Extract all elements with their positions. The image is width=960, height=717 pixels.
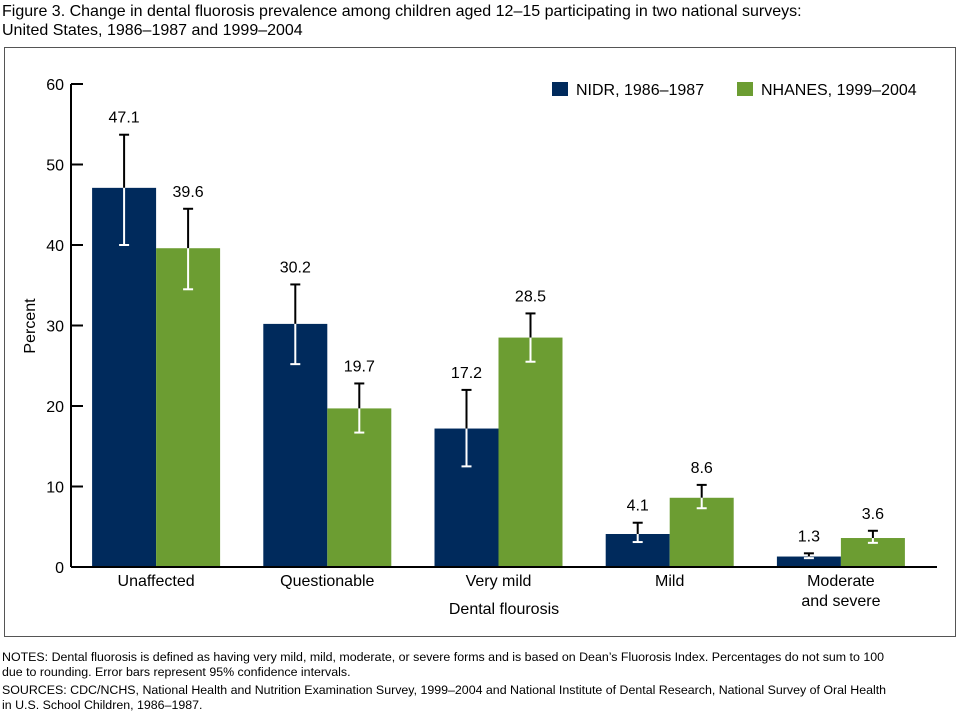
data-label: 17.2 — [451, 365, 482, 382]
legend-label: NIDR, 1986–1987 — [576, 82, 704, 99]
x-tick-label: Very mild — [466, 573, 532, 590]
x-tick-label: and severe — [801, 593, 880, 610]
y-tick-label: 0 — [55, 560, 64, 577]
legend-swatch — [552, 82, 568, 96]
x-tick-label: Moderate — [807, 573, 875, 590]
y-tick-label: 50 — [46, 158, 64, 175]
data-label: 3.6 — [862, 506, 884, 523]
x-tick-label: Questionable — [280, 573, 374, 590]
bar — [156, 248, 221, 567]
data-label: 19.7 — [344, 358, 375, 375]
bar — [327, 408, 392, 567]
title-line-2: United States, 1986–1987 and 1999–2004 — [2, 22, 303, 39]
notes-line-2: due to rounding. Error bars represent 95… — [2, 665, 351, 679]
x-tick-label: Unaffected — [118, 573, 195, 590]
title-line-1: Figure 3. Change in dental fluorosis pre… — [2, 3, 802, 20]
data-label: 8.6 — [691, 460, 713, 477]
bar — [92, 187, 157, 567]
y-tick-label: 10 — [46, 480, 64, 497]
bar — [776, 556, 841, 567]
legend-swatch — [737, 82, 753, 96]
y-tick-label: 60 — [46, 77, 64, 94]
data-label: 4.1 — [627, 498, 649, 515]
figure-notes: NOTES: Dental fluorosis is defined as ha… — [2, 650, 957, 713]
sources-line-1: SOURCES: CDC/NCHS, National Health and N… — [2, 683, 887, 697]
sources-line-2: in U.S. School Children, 1986–1987. — [2, 698, 203, 712]
bar — [498, 337, 563, 567]
y-tick-label: 40 — [46, 238, 64, 255]
y-axis-label: Percent — [22, 298, 39, 354]
data-label: 39.6 — [173, 184, 204, 201]
notes-line-1: NOTES: Dental fluorosis is defined as ha… — [2, 650, 885, 664]
data-label: 1.3 — [798, 528, 820, 545]
x-axis-label: Dental flourosis — [449, 601, 559, 618]
x-tick-label: Mild — [655, 573, 684, 590]
legend-label: NHANES, 1999–2004 — [761, 82, 917, 99]
bar — [669, 497, 734, 567]
chart-frame — [4, 47, 956, 637]
y-tick-label: 30 — [46, 319, 64, 336]
figure-title: Figure 3. Change in dental fluorosis pre… — [2, 2, 952, 40]
data-label: 30.2 — [280, 259, 311, 276]
data-label: 47.1 — [109, 110, 140, 127]
y-tick-label: 20 — [46, 399, 64, 416]
data-label: 28.5 — [515, 288, 546, 305]
